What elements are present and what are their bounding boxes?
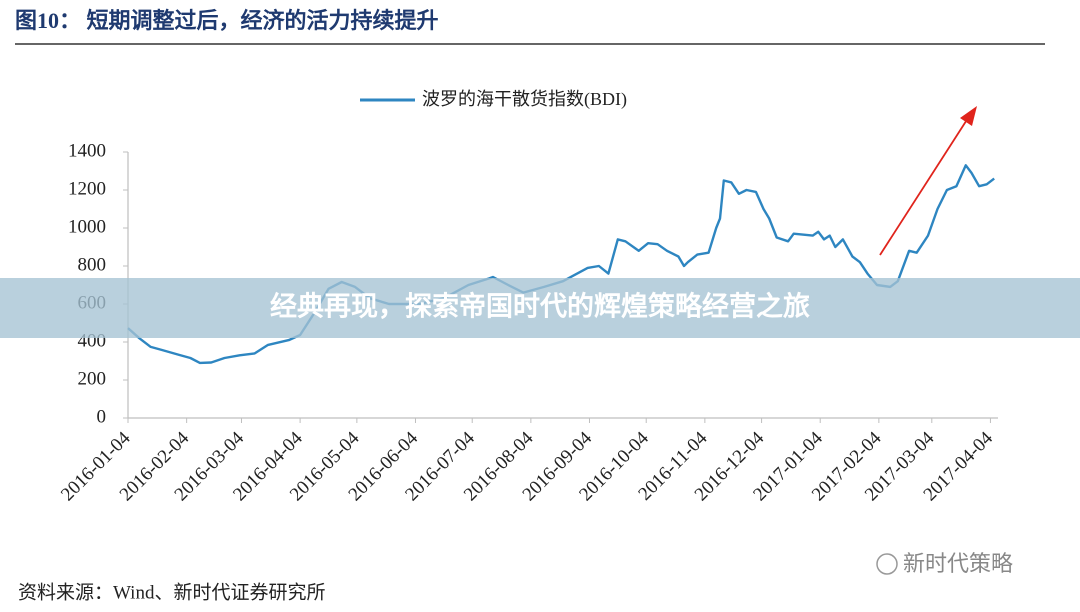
y-tick-label: 1000 xyxy=(68,216,106,237)
banner-text: 经典再现，探索帝国时代的辉煌策略经营之旅 xyxy=(270,291,810,323)
source-note: 资料来源：Wind、新时代证券研究所 xyxy=(18,581,325,603)
y-tick-label: 1200 xyxy=(68,178,106,199)
watermark: 新时代策略 xyxy=(903,552,1013,577)
chart-title: 图10： 短期调整过后，经济的活力持续提升 xyxy=(15,8,439,33)
y-tick-label: 200 xyxy=(78,368,107,389)
banner xyxy=(0,278,1080,338)
legend-label: 波罗的海干散货指数(BDI) xyxy=(422,89,627,110)
watermark-icon xyxy=(876,553,898,575)
trend-arrow xyxy=(879,114,971,256)
y-tick-label: 800 xyxy=(78,254,107,275)
trend-arrow-head xyxy=(960,106,977,126)
y-tick-label: 1400 xyxy=(68,140,106,161)
y-tick-label: 0 xyxy=(97,406,107,427)
